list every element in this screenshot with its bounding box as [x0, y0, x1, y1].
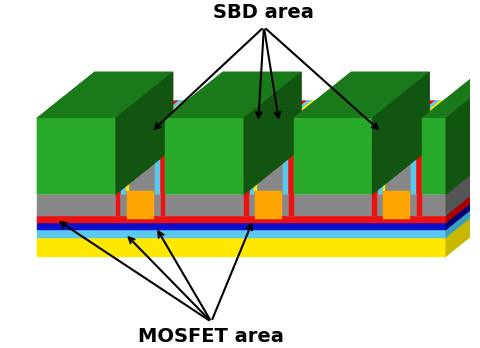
Text: MOSFET area: MOSFET area	[138, 326, 284, 346]
Polygon shape	[446, 72, 480, 195]
Polygon shape	[244, 72, 301, 195]
Polygon shape	[372, 147, 378, 195]
Polygon shape	[283, 101, 345, 147]
Polygon shape	[288, 101, 351, 147]
Polygon shape	[165, 118, 244, 195]
Polygon shape	[378, 101, 440, 147]
Polygon shape	[383, 101, 443, 147]
Polygon shape	[160, 195, 165, 215]
Polygon shape	[244, 101, 307, 147]
Polygon shape	[127, 191, 154, 219]
Polygon shape	[116, 72, 173, 195]
Polygon shape	[294, 118, 372, 195]
Polygon shape	[37, 72, 173, 118]
Polygon shape	[372, 101, 435, 147]
Polygon shape	[37, 72, 173, 118]
Polygon shape	[121, 147, 126, 195]
Polygon shape	[126, 101, 186, 147]
Polygon shape	[244, 147, 294, 195]
Polygon shape	[383, 191, 410, 219]
Polygon shape	[37, 192, 95, 257]
Polygon shape	[446, 169, 480, 223]
Polygon shape	[37, 195, 446, 215]
Polygon shape	[126, 154, 129, 191]
Polygon shape	[37, 215, 446, 223]
Polygon shape	[416, 101, 480, 147]
Polygon shape	[422, 118, 446, 195]
Polygon shape	[254, 101, 315, 147]
Polygon shape	[417, 195, 422, 215]
Polygon shape	[288, 147, 294, 195]
Polygon shape	[372, 195, 377, 215]
Polygon shape	[244, 72, 301, 195]
Polygon shape	[254, 154, 257, 191]
Text: SBD area: SBD area	[214, 3, 314, 22]
Polygon shape	[446, 192, 480, 257]
Polygon shape	[372, 101, 480, 147]
Polygon shape	[159, 147, 165, 195]
Polygon shape	[37, 192, 480, 238]
Polygon shape	[116, 147, 121, 195]
Polygon shape	[383, 154, 385, 191]
Polygon shape	[116, 195, 120, 215]
Polygon shape	[121, 101, 183, 147]
Polygon shape	[446, 72, 480, 195]
Polygon shape	[411, 101, 474, 147]
Polygon shape	[116, 101, 179, 147]
Polygon shape	[116, 72, 173, 195]
Polygon shape	[378, 147, 383, 195]
Polygon shape	[255, 191, 282, 219]
Polygon shape	[294, 72, 430, 118]
Polygon shape	[116, 101, 223, 147]
Polygon shape	[372, 147, 422, 195]
Polygon shape	[165, 72, 301, 118]
Polygon shape	[250, 147, 254, 195]
Polygon shape	[37, 177, 480, 223]
Polygon shape	[37, 169, 480, 215]
Polygon shape	[165, 118, 244, 195]
Polygon shape	[422, 72, 480, 118]
Polygon shape	[446, 184, 480, 238]
Polygon shape	[289, 195, 294, 215]
Polygon shape	[155, 101, 217, 147]
Polygon shape	[37, 184, 480, 230]
Polygon shape	[116, 147, 165, 195]
Polygon shape	[244, 147, 250, 195]
Polygon shape	[283, 147, 288, 195]
Polygon shape	[165, 72, 301, 118]
Polygon shape	[416, 147, 422, 195]
Polygon shape	[422, 118, 446, 195]
Polygon shape	[37, 223, 446, 230]
Polygon shape	[372, 72, 430, 195]
Polygon shape	[294, 72, 430, 118]
Polygon shape	[159, 101, 223, 147]
Polygon shape	[155, 147, 159, 195]
Polygon shape	[422, 72, 480, 118]
Polygon shape	[37, 230, 446, 238]
Polygon shape	[446, 177, 480, 230]
Polygon shape	[294, 118, 372, 195]
Polygon shape	[244, 101, 351, 147]
Polygon shape	[37, 118, 116, 195]
Polygon shape	[37, 238, 446, 257]
Polygon shape	[244, 195, 249, 215]
Polygon shape	[411, 147, 416, 195]
Polygon shape	[446, 149, 480, 215]
Polygon shape	[250, 101, 312, 147]
Polygon shape	[372, 72, 430, 195]
Polygon shape	[37, 118, 116, 195]
Polygon shape	[37, 149, 480, 195]
